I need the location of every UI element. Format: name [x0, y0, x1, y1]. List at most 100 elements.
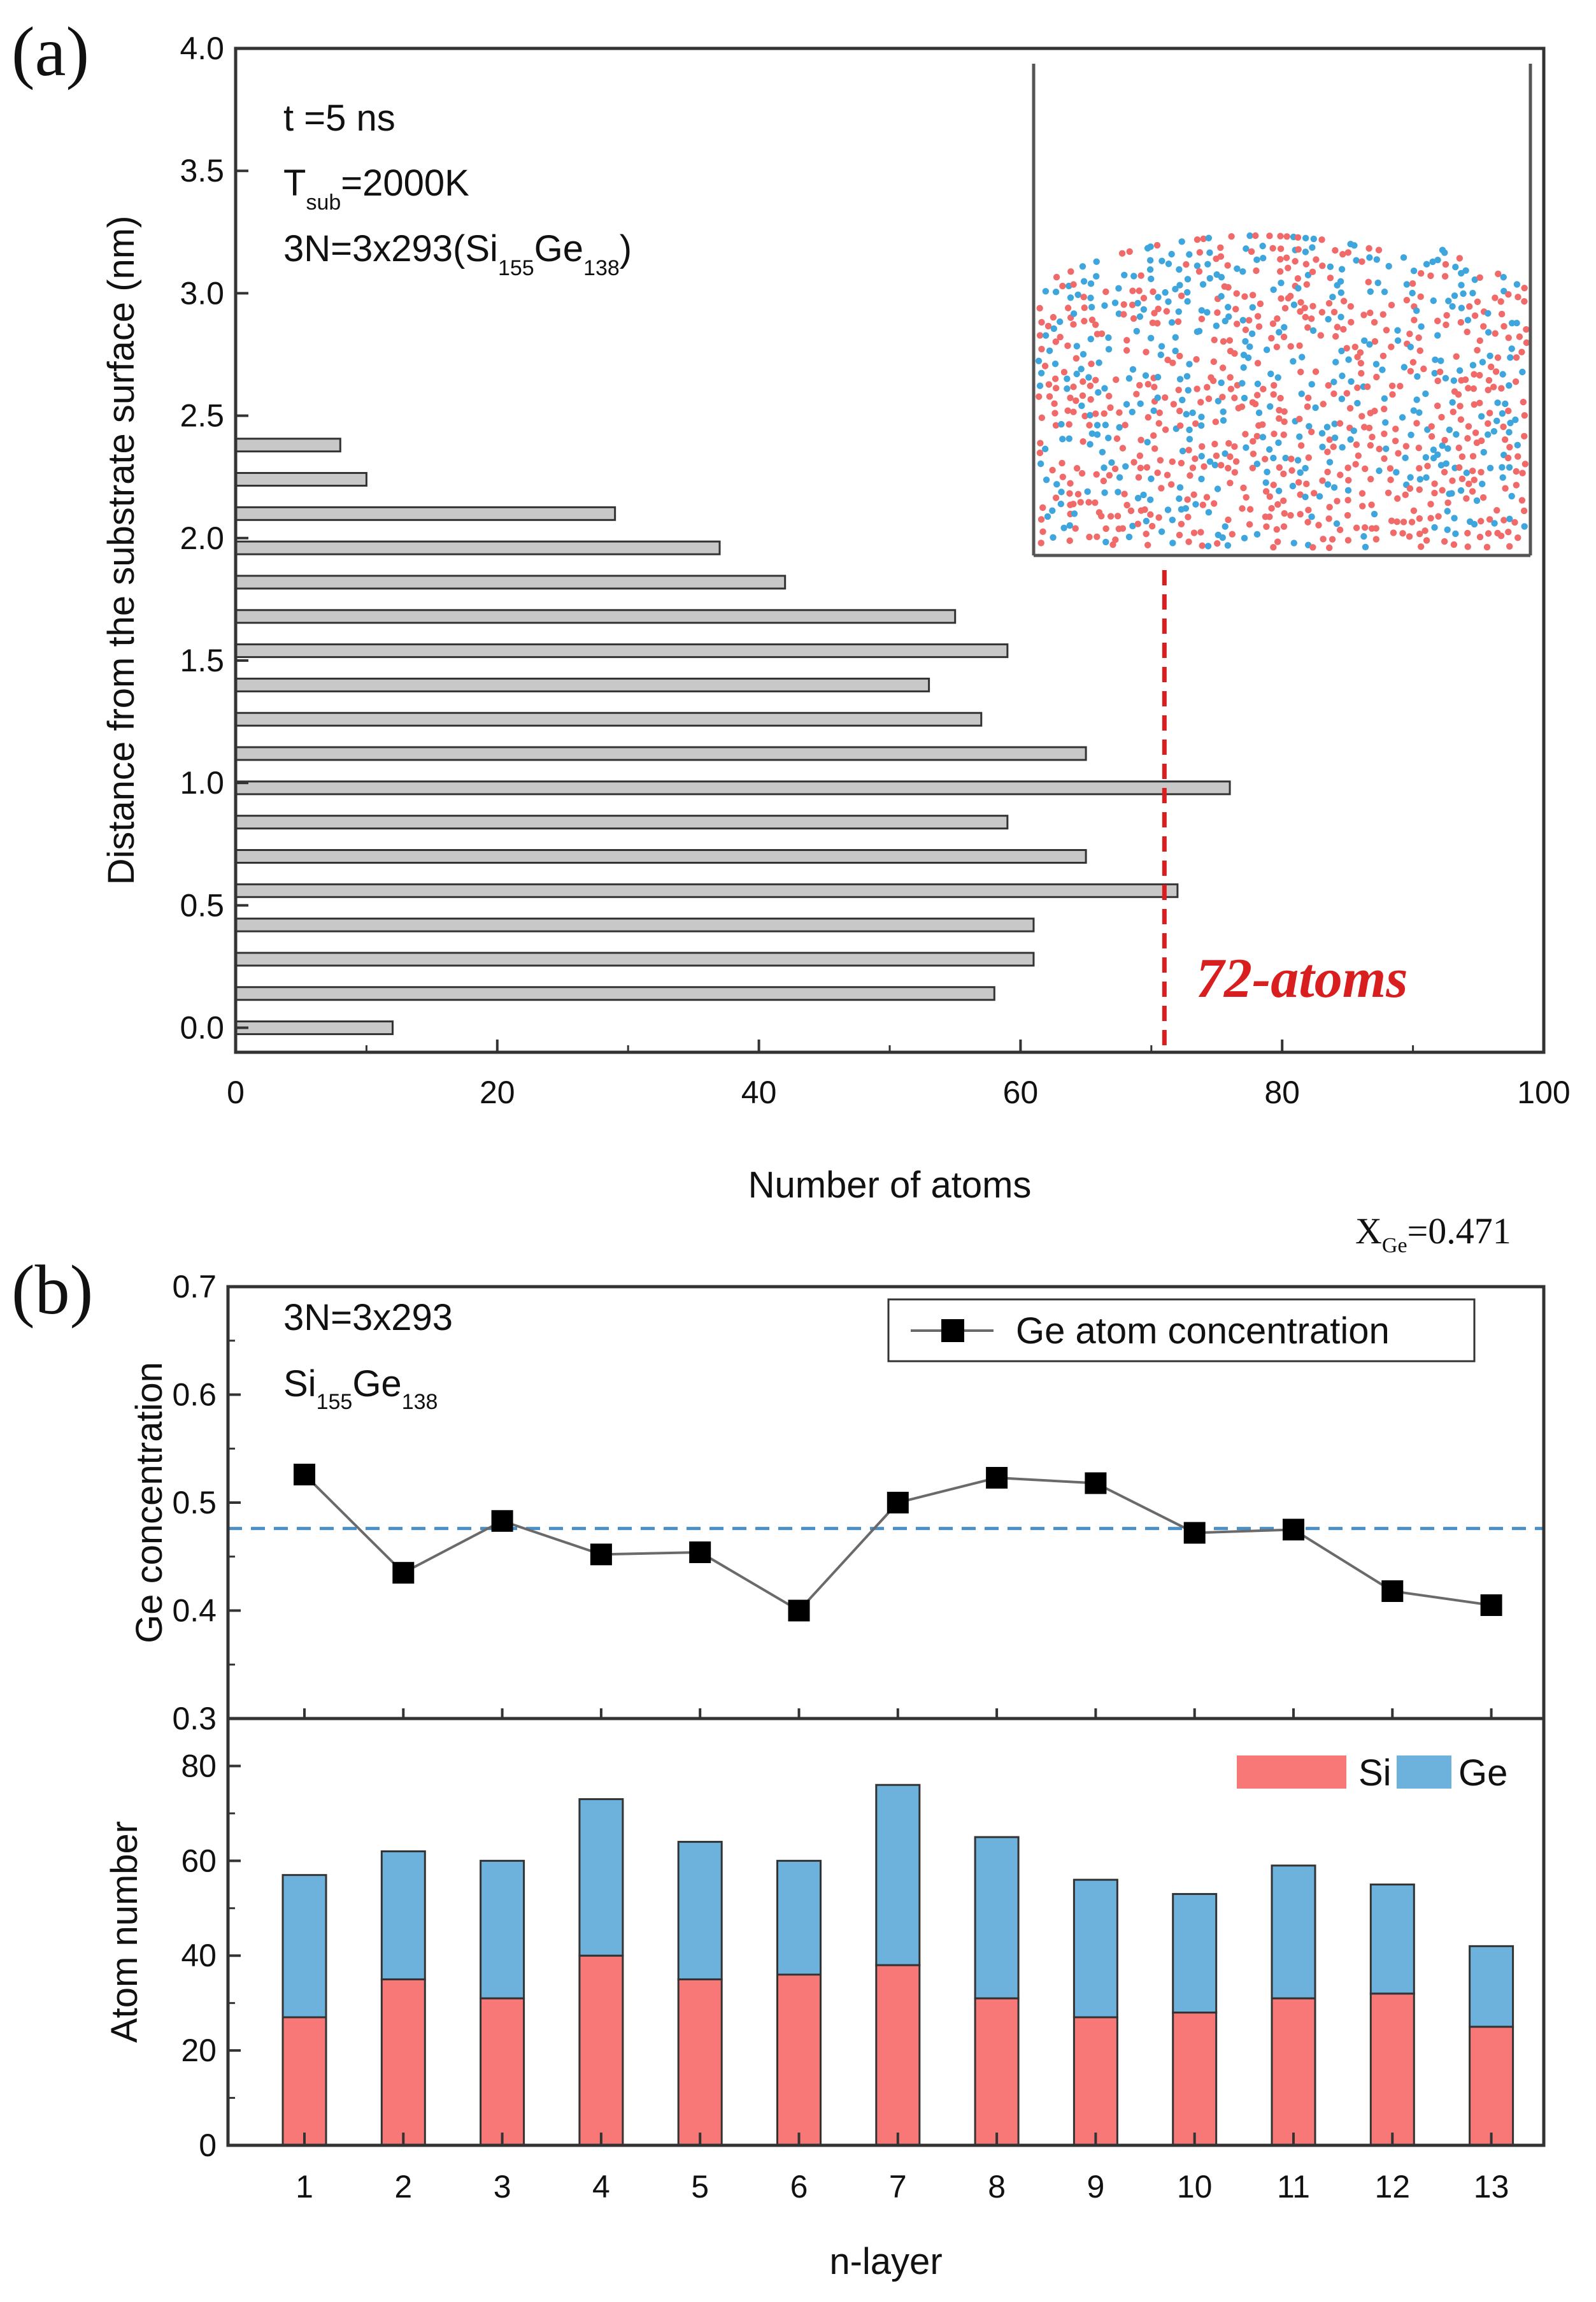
atom-dot — [1101, 489, 1108, 496]
atom-dot — [1471, 312, 1479, 319]
atom-dot — [1079, 392, 1087, 399]
atom-dot — [1478, 413, 1485, 420]
atom-dot — [1134, 520, 1141, 527]
atom-dot — [1499, 464, 1506, 471]
atom-dot — [1429, 258, 1436, 266]
ge-concentration-point-8 — [986, 1467, 1008, 1489]
atom-dot — [1178, 292, 1185, 299]
atom-dot — [1147, 511, 1154, 518]
atom-dot — [1276, 268, 1284, 275]
atom-dot — [1493, 417, 1500, 425]
bar-si-layer-6 — [776, 1973, 822, 2147]
atom-dot — [1102, 538, 1109, 546]
atom-dot — [1469, 362, 1477, 369]
atom-dot — [1169, 359, 1176, 366]
atom-dot — [1070, 408, 1077, 415]
atom-dot — [1486, 352, 1493, 359]
atom-dot — [1198, 475, 1205, 483]
atom-dot — [1154, 394, 1161, 401]
atom-dot — [1357, 359, 1365, 367]
atom-dot — [1455, 391, 1462, 398]
atom-dot — [1121, 271, 1128, 279]
atom-dot — [1130, 273, 1137, 280]
atom-dot — [1402, 491, 1409, 499]
atom-dot — [1249, 292, 1257, 299]
atom-dot — [1326, 544, 1333, 552]
atom-dot — [1451, 515, 1458, 522]
atom-dot — [1456, 255, 1464, 262]
atom-dot — [1101, 302, 1108, 309]
atom-dot — [1313, 256, 1320, 263]
atom-dot — [1277, 255, 1284, 263]
atom-dot — [1410, 407, 1417, 414]
atom-dot — [1479, 480, 1486, 488]
atom-dot — [1353, 441, 1360, 448]
atom-dot — [1233, 290, 1240, 297]
atom-dot — [1309, 303, 1316, 310]
x-tick-label: 1 — [296, 2169, 313, 2205]
atom-dot — [1070, 383, 1077, 390]
bar-layer-7 — [234, 815, 1009, 830]
x-tick-label: 0 — [227, 1075, 245, 1110]
atom-dot — [1506, 464, 1513, 471]
atom-dot — [1199, 542, 1206, 549]
atom-dot — [1452, 263, 1459, 271]
atom-dot — [1424, 462, 1431, 469]
atom-dot — [1093, 273, 1100, 280]
atom-dot — [1217, 253, 1225, 260]
bar-si-layer-1 — [281, 2016, 327, 2147]
atom-dot — [1143, 531, 1150, 538]
atom-dot — [1259, 421, 1266, 428]
atom-dot — [1441, 469, 1448, 476]
atom-dot — [1458, 475, 1466, 483]
annotation-b-formula: Si155Ge138 — [283, 1363, 438, 1414]
atom-dot — [1037, 540, 1044, 547]
atom-dot — [1144, 541, 1151, 548]
annotation-tsub: Tsub=2000K — [283, 162, 469, 215]
atom-dot — [1336, 526, 1344, 534]
x-tick-label: 20 — [480, 1075, 515, 1110]
x-tick-label: 7 — [889, 2169, 907, 2205]
atom-dot — [1193, 356, 1200, 363]
atom-dot — [1088, 316, 1096, 324]
atom-dot — [1340, 297, 1348, 304]
atom-dot — [1400, 518, 1407, 525]
atom-dot — [1439, 487, 1446, 494]
atom-dot — [1057, 318, 1064, 325]
atom-dot — [1274, 538, 1281, 545]
bar-layer-15 — [234, 540, 721, 555]
atom-dot — [1099, 448, 1106, 456]
atom-dot — [1506, 443, 1513, 451]
atom-dot — [1058, 420, 1065, 428]
atom-dot — [1094, 533, 1101, 540]
atom-dot — [1267, 403, 1274, 410]
atom-dot — [1172, 347, 1179, 355]
reference-label-72-atoms: 72-atoms — [1196, 948, 1407, 1010]
atom-dot — [1046, 347, 1053, 354]
atom-dot — [1105, 346, 1113, 353]
annotation-time: t =5 ns — [283, 97, 395, 139]
legend-marker-sample — [941, 1319, 964, 1342]
atom-dot — [1445, 297, 1452, 304]
atom-dot — [1373, 256, 1381, 263]
atom-dot — [1413, 307, 1420, 315]
atom-dot — [1183, 261, 1190, 268]
atom-dot — [1168, 250, 1175, 258]
atom-dot — [1500, 423, 1507, 431]
atom-dot — [1092, 321, 1099, 328]
atom-dot — [1442, 261, 1450, 268]
atom-dot — [1059, 473, 1067, 480]
atom-dot — [1303, 480, 1310, 487]
bar-layer-14 — [234, 575, 787, 590]
atom-dot — [1046, 393, 1053, 400]
atom-dot — [1102, 422, 1109, 429]
atom-dot — [1268, 334, 1275, 342]
atom-dot — [1143, 517, 1150, 525]
bar-ge-layer-11 — [1271, 1864, 1316, 1999]
atom-dot — [1144, 438, 1151, 446]
bar-si-layer-5 — [677, 1978, 723, 2147]
atom-dot — [1449, 399, 1456, 406]
atom-dot — [1302, 493, 1309, 501]
atom-dot — [1199, 281, 1207, 288]
atom-dot — [1169, 517, 1176, 524]
